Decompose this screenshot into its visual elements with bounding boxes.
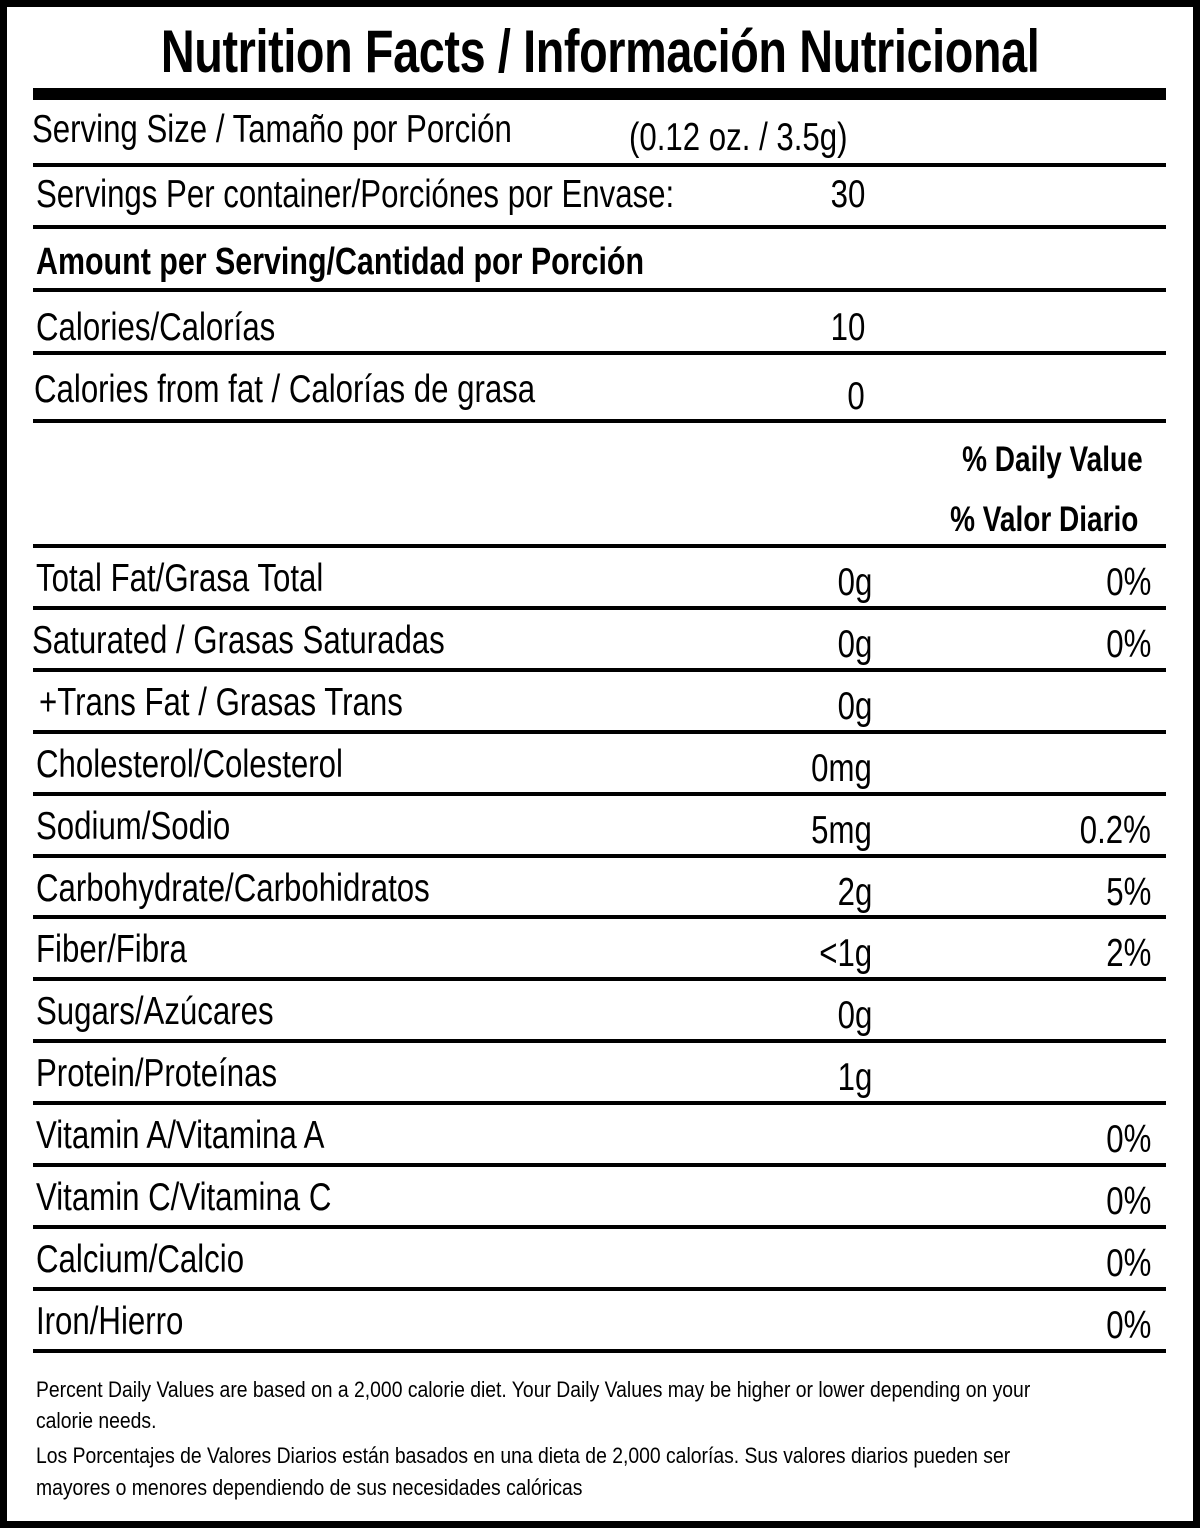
nutrient-amount: 0mg (811, 746, 872, 790)
thick-divider (33, 88, 1166, 100)
divider (33, 351, 1166, 355)
nutrient-daily-value: 0% (1105, 1180, 1151, 1223)
nutrient-label: Calcium/Calcio (36, 1237, 245, 1281)
nutrient-daily-value: 5% (1105, 870, 1151, 914)
divider (33, 1039, 1166, 1043)
calories-from-fat-value: 0 (847, 375, 865, 418)
nutrient-label: Iron/Hierro (36, 1299, 184, 1343)
nutrient-daily-value: 0% (1105, 1303, 1151, 1347)
nutrient-amount: 2g (837, 870, 872, 914)
nutrient-amount: 1g (837, 1056, 872, 1100)
footnote-es-line2: mayores o menores dependiendo de sus nec… (36, 1475, 583, 1500)
divider (33, 163, 1166, 167)
divider (33, 606, 1166, 610)
nutrient-label: Protein/Proteínas (36, 1052, 278, 1096)
divider (33, 1225, 1166, 1229)
divider (33, 915, 1166, 919)
nutrient-label: Vitamin A/Vitamina A (36, 1114, 325, 1158)
nutrient-daily-value: 0% (1105, 622, 1151, 666)
serving-size-label: Serving Size / Tamaño por Porción (32, 108, 512, 151)
footnote-es-line1: Los Porcentajes de Valores Diarios están… (36, 1443, 1011, 1468)
nutrient-label: Sodium/Sodio (36, 804, 231, 848)
divider (33, 288, 1166, 292)
nutrient-daily-value: 0% (1105, 561, 1151, 604)
daily-value-header-es: % Valor Diario (949, 500, 1138, 539)
nutrient-amount: 5mg (811, 808, 872, 852)
footnote-en-line2: calorie needs. (36, 1408, 157, 1433)
divider (33, 730, 1166, 734)
nutrient-amount: 0g (837, 994, 872, 1038)
nutrient-label: Vitamin C/Vitamina C (36, 1176, 332, 1219)
nutrient-daily-value: 2% (1105, 932, 1151, 976)
nutrient-label: Carbohydrate/Carbohidratos (36, 866, 430, 910)
divider (33, 1101, 1166, 1105)
calories-label: Calories/Calorías (36, 306, 276, 349)
nutrition-label: Nutrition Facts / Información Nutriciona… (7, 7, 1193, 1521)
divider (33, 854, 1166, 858)
divider (33, 419, 1166, 423)
divider (33, 668, 1166, 672)
nutrient-daily-value: 0% (1105, 1241, 1151, 1285)
nutrient-daily-value: 0.2% (1079, 808, 1151, 852)
nutrient-amount: 0g (837, 622, 872, 666)
nutrient-label: Saturated / Grasas Saturadas (32, 618, 445, 662)
nutrient-label: Sugars/Azúcares (36, 990, 274, 1034)
nutrient-amount: <1g (819, 932, 872, 976)
servings-per-container-label: Servings Per container/Porciónes por Env… (36, 173, 675, 216)
divider (33, 544, 1166, 548)
nutrient-amount: 0g (837, 561, 872, 604)
calories-from-fat-label: Calories from fat / Calorías de grasa (34, 368, 536, 411)
serving-size-value: (0.12 oz. / 3.5g) (629, 116, 848, 159)
servings-per-container-value: 30 (830, 173, 865, 216)
calories-value: 10 (830, 306, 865, 349)
divider (33, 1287, 1166, 1291)
divider (33, 977, 1166, 981)
nutrient-label: Total Fat/Grasa Total (36, 557, 324, 600)
nutrient-label: Fiber/Fibra (36, 928, 187, 972)
divider (33, 225, 1166, 229)
nutrient-daily-value: 0% (1105, 1118, 1151, 1162)
nutrient-label: +Trans Fat / Grasas Trans (39, 680, 403, 724)
divider (33, 1349, 1166, 1353)
nutrient-amount: 0g (837, 684, 872, 728)
title-text: Nutrition Facts / Información Nutriciona… (160, 18, 1040, 85)
divider (33, 1163, 1166, 1167)
footnote-en-line1: Percent Daily Values are based on a 2,00… (36, 1377, 1031, 1402)
daily-value-header-en: % Daily Value (962, 440, 1143, 479)
divider (33, 792, 1166, 796)
nutrient-label: Cholesterol/Colesterol (36, 742, 343, 786)
amount-per-serving-header: Amount per Serving/Cantidad por Porción (36, 241, 645, 283)
label-title: Nutrition Facts / Información Nutriciona… (7, 17, 1193, 87)
